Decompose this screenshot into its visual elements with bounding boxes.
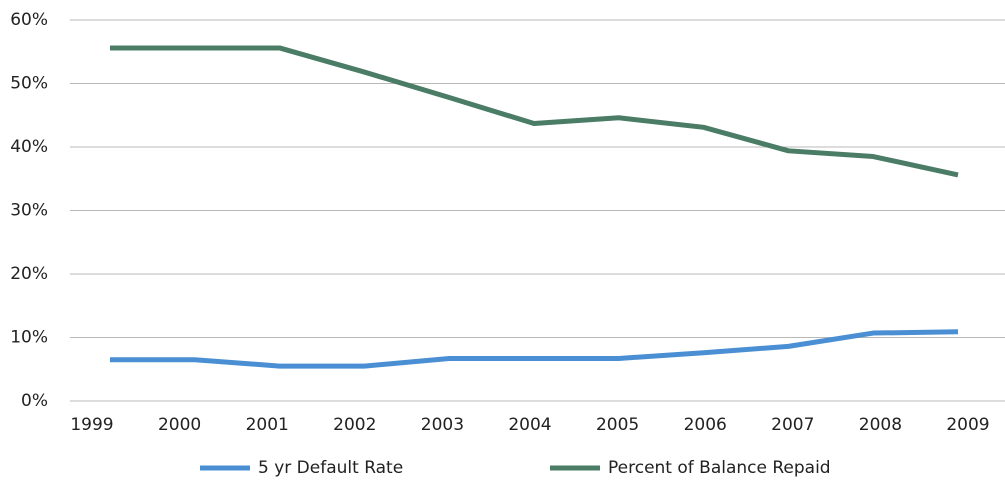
x-tick-label: 2002	[333, 415, 376, 435]
x-tick-label: 2005	[596, 415, 639, 435]
legend-label: 5 yr Default Rate	[258, 458, 403, 478]
x-tick-label: 2000	[158, 415, 201, 435]
legend-label: Percent of Balance Repaid	[608, 458, 831, 478]
x-tick-label: 2003	[421, 415, 464, 435]
x-tick-label: 1999	[70, 415, 113, 435]
x-tick-label: 2004	[508, 415, 551, 435]
series-line	[110, 329, 959, 369]
y-tick-label: 0%	[21, 391, 48, 411]
series-line	[110, 45, 959, 178]
y-tick-label: 20%	[10, 264, 48, 284]
y-tick-label: 50%	[10, 74, 48, 94]
x-tick-label: 2008	[859, 415, 902, 435]
y-tick-label: 30%	[10, 201, 48, 221]
x-tick-label: 2009	[946, 415, 989, 435]
y-tick-label: 40%	[10, 137, 48, 157]
x-tick-label: 2001	[246, 415, 289, 435]
y-tick-label: 10%	[10, 328, 48, 348]
x-tick-label: 2007	[771, 415, 814, 435]
x-tick-label: 2006	[684, 415, 727, 435]
y-tick-label: 60%	[10, 10, 48, 30]
